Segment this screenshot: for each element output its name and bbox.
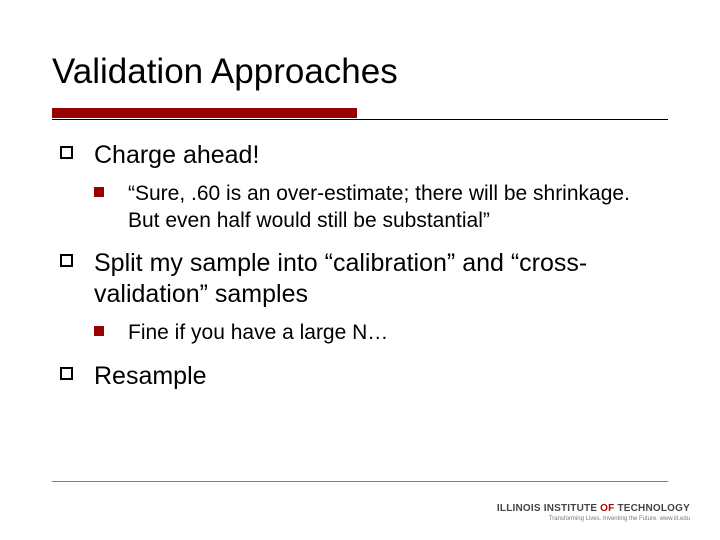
hollow-square-icon	[60, 146, 73, 159]
bullet-text: “Sure, .60 is an over-estimate; there wi…	[128, 182, 630, 231]
bullet-lvl1: Resample	[60, 361, 660, 392]
hollow-square-icon	[60, 367, 73, 380]
logo-part: ILLINOIS INSTITUTE	[497, 503, 597, 514]
hollow-square-icon	[60, 254, 73, 267]
title-underline-thin	[52, 119, 668, 120]
bullet-text: Resample	[94, 362, 207, 390]
bullet-lvl2: Fine if you have a large N…	[94, 320, 660, 346]
logo-tagline: Transforming Lives. Inventing the Future…	[497, 516, 690, 522]
filled-square-icon	[94, 326, 104, 336]
footer-logo: ILLINOIS INSTITUTE OF TECHNOLOGY Transfo…	[497, 504, 690, 522]
logo-text: ILLINOIS INSTITUTE OF TECHNOLOGY	[497, 504, 690, 514]
bullet-lvl1: Charge ahead!	[60, 140, 660, 171]
footer-divider	[52, 481, 668, 482]
bullet-text: Fine if you have a large N…	[128, 321, 388, 344]
bullet-text: Split my sample into “calibration” and “…	[94, 249, 587, 308]
logo-part-red: OF	[597, 503, 617, 514]
bullet-text: Charge ahead!	[94, 141, 259, 169]
slide-body: Charge ahead! “Sure, .60 is an over-esti…	[60, 140, 660, 402]
title-underline-red	[52, 108, 357, 118]
logo-part: TECHNOLOGY	[617, 503, 690, 514]
bullet-lvl2: “Sure, .60 is an over-estimate; there wi…	[94, 181, 660, 234]
slide-title: Validation Approaches	[52, 52, 398, 92]
filled-square-icon	[94, 187, 104, 197]
bullet-lvl1: Split my sample into “calibration” and “…	[60, 248, 660, 311]
slide: Validation Approaches Charge ahead! “Sur…	[0, 0, 720, 540]
